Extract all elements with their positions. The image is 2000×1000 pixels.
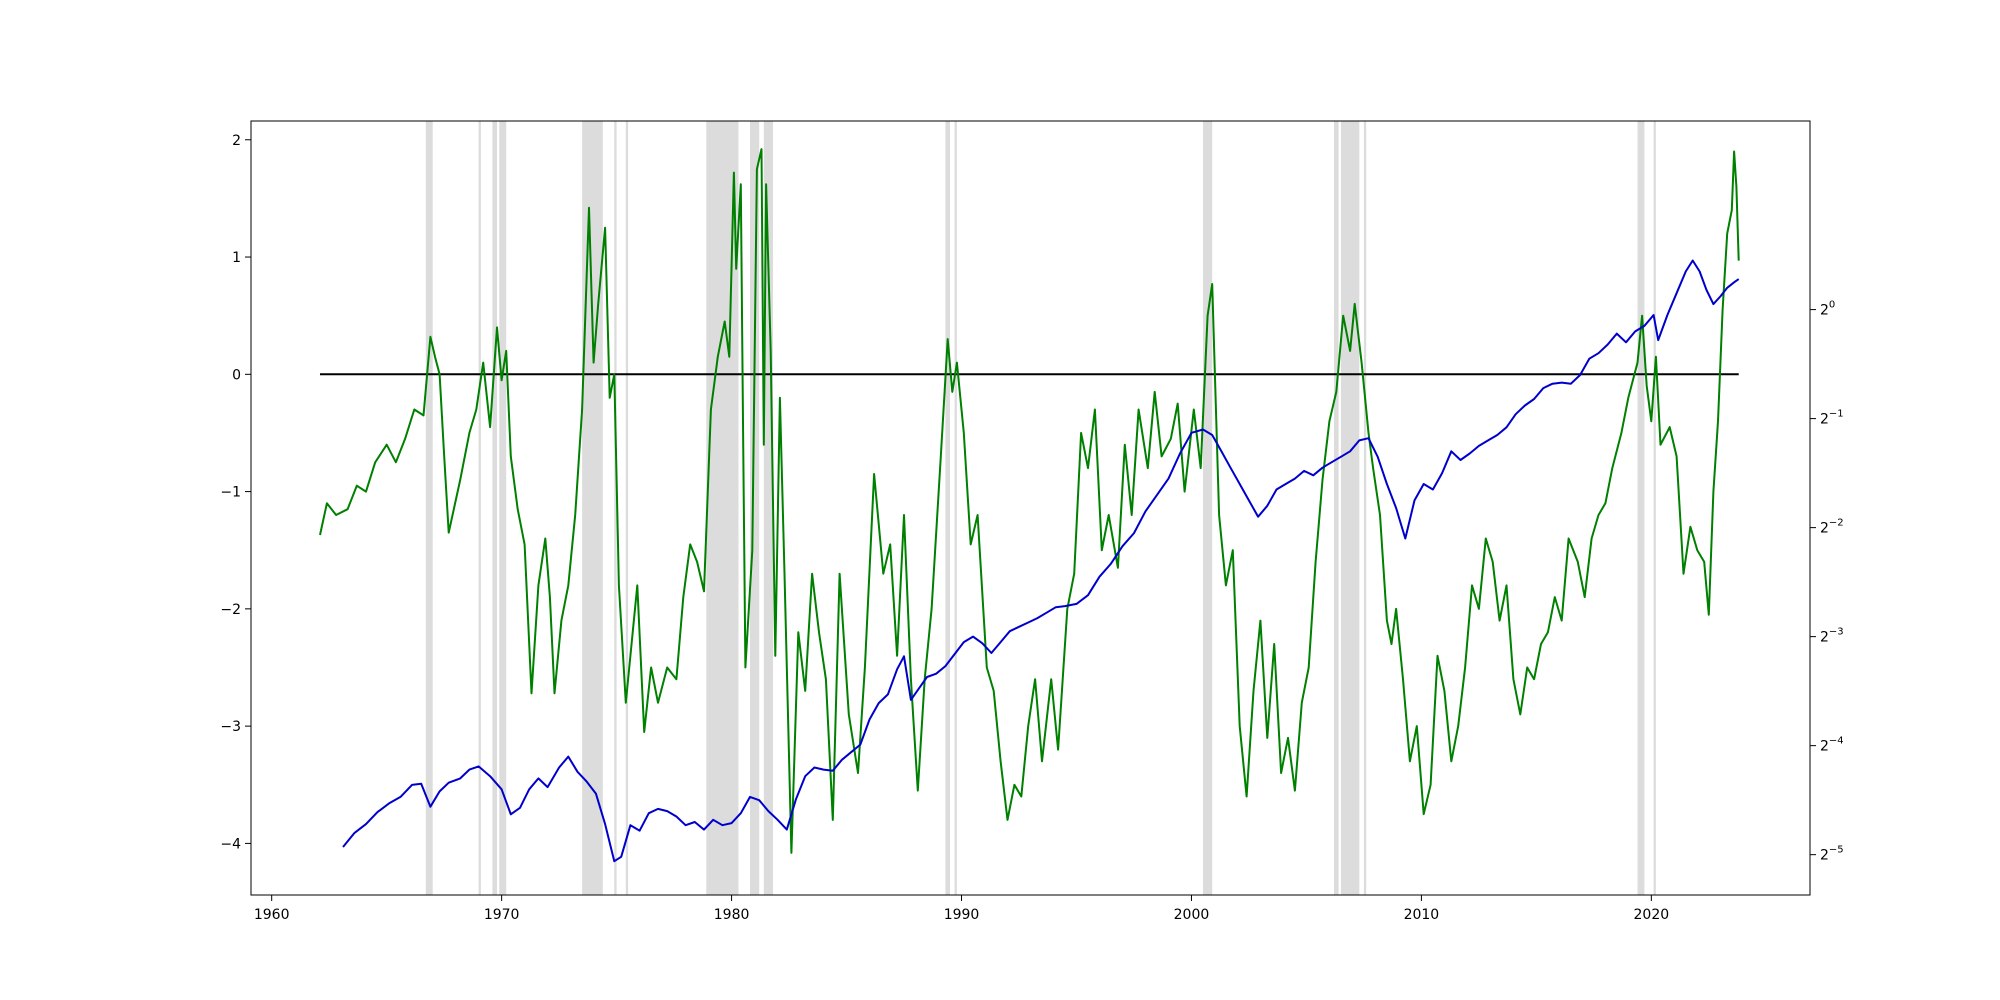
x-tick-label: 1990 [944,907,980,923]
y-tick-label: −4 [220,836,241,852]
left-y-axis: 2 1 0 −1 −2 −3 −4 [220,133,251,852]
shaded-period-12 [1203,121,1213,895]
x-tick-label: 1980 [714,907,750,923]
x-tick-label: 1970 [484,907,520,923]
shaded-period-14 [1340,121,1360,895]
shaded-period-1 [478,121,481,895]
shaded-period-16 [1637,121,1645,895]
shaded-period-2 [492,121,497,895]
shaded-period-10 [945,121,950,895]
shaded-period-7 [706,121,739,895]
right-axis-series-line [342,259,1740,863]
y2-tick-label: 20 [1820,300,1835,319]
y2-tick-label: 2−2 [1820,518,1844,537]
plot-frame [250,120,1811,896]
shaded-period-3 [499,121,507,895]
x-tick-label: 2000 [1174,907,1210,923]
y-tick-label: −1 [220,485,241,501]
shaded-period-11 [954,121,957,895]
series-layer [319,148,1740,863]
shaded-period-0 [425,121,433,895]
y2-tick-label: 2−4 [1820,736,1844,755]
shaded-period-9 [763,121,773,895]
right-y-axis: 20 2−1 2−2 2−3 2−4 2−5 [1810,300,1844,864]
shaded-period-8 [750,121,760,895]
y-tick-label: −2 [220,602,241,618]
shaded-period-13 [1334,121,1339,895]
x-tick-label: 2020 [1634,907,1670,923]
shaded-period-15 [1363,121,1367,895]
x-tick-label: 2010 [1404,907,1440,923]
y-tick-label: 0 [232,367,241,383]
x-axis: 1960 1970 1980 1990 2000 2010 2020 [254,895,1669,923]
left-axis-series-line [319,148,1740,854]
y2-tick-label: 2−5 [1820,845,1844,864]
shaded-period-6 [625,121,629,895]
y-tick-label: 1 [232,250,241,266]
shaded-period-5 [614,121,617,895]
x-tick-label: 1960 [254,907,290,923]
y-tick-label: −3 [220,719,241,735]
shaded-period-17 [1653,121,1656,895]
y2-tick-label: 2−3 [1820,627,1844,646]
y2-tick-label: 2−1 [1820,409,1844,428]
y-tick-label: 2 [232,133,241,149]
